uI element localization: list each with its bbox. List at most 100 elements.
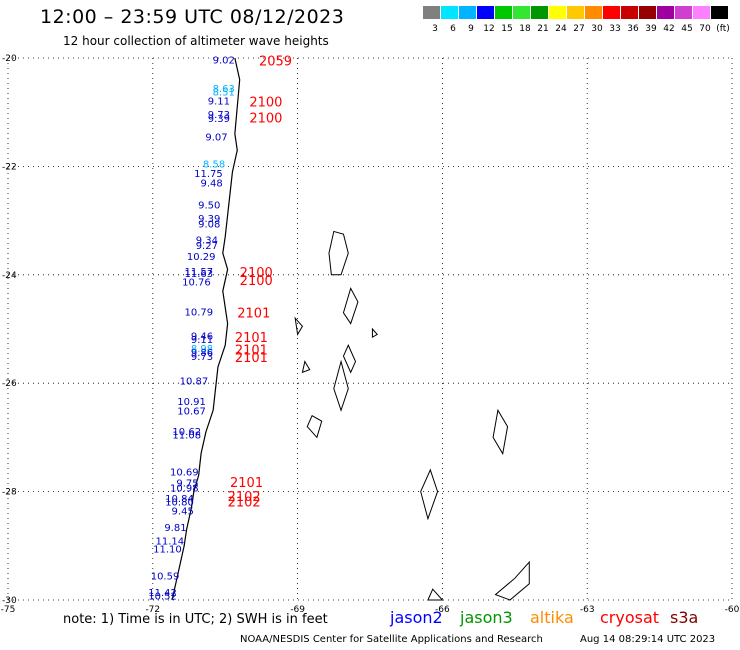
y-tick-label: -26 — [2, 379, 17, 389]
salt-flat-outline — [492, 408, 509, 456]
swh-label: 8.63 — [213, 84, 235, 95]
salt-flat-outline — [494, 560, 530, 601]
satellite-jason2: jason2 — [390, 608, 443, 627]
swh-label: 8.58 — [203, 160, 225, 171]
swh-label: 11.57 — [184, 267, 213, 278]
salt-flat-outline — [306, 415, 323, 439]
legend-swatch — [657, 6, 674, 19]
legend-swatch — [603, 6, 620, 19]
legend-label: 33 — [609, 24, 621, 34]
time-label: 2102 — [228, 495, 261, 510]
swh-label: 10.80 — [165, 497, 194, 508]
legend-swatch — [567, 6, 584, 19]
x-tick-label: -60 — [725, 605, 740, 615]
x-tick-label: -63 — [580, 605, 595, 615]
swh-label: 9.50 — [198, 200, 220, 211]
swh-label: 8.51 — [213, 88, 235, 99]
legend-label: 30 — [591, 24, 603, 34]
legend-label: 27 — [573, 24, 585, 34]
time-label: 2101 — [235, 351, 268, 366]
generated-timestamp: Aug 14 08:29:14 UTC 2023 — [580, 634, 716, 645]
swh-label: 9.86 — [191, 348, 213, 359]
swh-label: 9.48 — [201, 179, 223, 190]
swh-label: 10.62 — [172, 427, 201, 438]
y-tick-label: -20 — [2, 54, 17, 64]
legend-label: 9 — [468, 24, 474, 34]
swh-label: 8.98 — [191, 344, 213, 355]
legend-label: 45 — [681, 24, 693, 34]
swh-label: 10.87 — [180, 376, 209, 387]
swh-label: 9.08 — [198, 219, 220, 230]
time-label: 2100 — [240, 266, 273, 281]
legend-swatch — [441, 6, 458, 19]
x-tick-label: -69 — [290, 605, 305, 615]
legend-swatch — [513, 6, 530, 19]
legend-swatch — [639, 6, 656, 19]
swh-label: 9.07 — [205, 133, 227, 144]
time-label: 2100 — [249, 95, 282, 110]
time-label: 2101 — [235, 331, 268, 346]
map-subtitle: 12 hour collection of altimeter wave hei… — [63, 34, 329, 48]
legend-swatch — [585, 6, 602, 19]
swh-label: 10.69 — [170, 468, 199, 479]
swh-label: 10.29 — [187, 252, 216, 263]
swh-label: 9.73 — [208, 110, 230, 121]
y-tick-label: -24 — [2, 271, 17, 281]
salt-flat-outline — [342, 287, 359, 325]
swh-label: 9.45 — [172, 507, 194, 518]
swh-label: 9.11 — [208, 96, 230, 107]
time-label: 2102 — [228, 490, 261, 505]
time-label: 2101 — [235, 344, 268, 359]
swh-label: 9.75 — [176, 478, 198, 489]
credit-text: NOAA/NESDIS Center for Satellite Applica… — [240, 634, 543, 645]
satellite-altika: altika — [530, 608, 574, 627]
satellite-s3a: s3a — [670, 608, 699, 627]
salt-flat-outline — [333, 359, 349, 412]
y-tick-label: -30 — [2, 596, 17, 606]
swh-label: 11.63 — [184, 269, 213, 280]
x-tick-label: -72 — [145, 605, 160, 615]
swh-label: 9.27 — [196, 241, 218, 252]
swh-label: 11.08 — [172, 431, 201, 442]
legend-label: 24 — [555, 24, 567, 34]
salt-flat-outline — [328, 230, 349, 276]
time-label: 2059 — [259, 55, 292, 70]
swh-label: 9.39 — [208, 114, 230, 125]
legend-swatch — [621, 6, 638, 19]
swh-label: 10.91 — [177, 397, 206, 408]
swh-label: 9.46 — [191, 332, 213, 343]
swh-label: 10.52 — [148, 592, 177, 603]
time-label: 2100 — [249, 112, 282, 127]
satellite-jason3: jason3 — [460, 608, 513, 627]
legend-label: 39 — [645, 24, 657, 34]
legend-swatch — [531, 6, 548, 19]
legend-label: 6 — [450, 24, 456, 34]
legend-swatch — [423, 6, 440, 19]
legend-swatch — [711, 6, 728, 19]
legend-swatch — [459, 6, 476, 19]
salt-flat-outline — [371, 327, 379, 338]
y-tick-label: -22 — [2, 162, 17, 172]
coastline — [171, 57, 241, 601]
salt-flat-outline — [294, 316, 304, 336]
swh-label: 9.73 — [191, 352, 213, 363]
swh-label: 10.98 — [170, 483, 199, 494]
swh-label: 10.79 — [184, 308, 213, 319]
footer-note: note: 1) Time is in UTC; 2) SWH is in fe… — [63, 612, 328, 627]
legend-label: 3 — [432, 24, 438, 34]
legend-label: 12 — [483, 24, 495, 34]
salt-flat-outline — [301, 360, 311, 374]
legend-label: 42 — [663, 24, 675, 34]
x-tick-label: -66 — [435, 605, 450, 615]
swh-label: 10.67 — [177, 406, 206, 417]
y-tick-label: -28 — [2, 488, 17, 498]
legend-swatch — [549, 6, 566, 19]
time-label: 2100 — [240, 274, 273, 289]
legend-label: 18 — [519, 24, 531, 34]
swh-label: 9.34 — [196, 236, 218, 247]
swh-label: 11.14 — [156, 536, 185, 547]
swh-label: 10.84 — [165, 494, 194, 505]
salt-flat-outline — [420, 468, 439, 521]
map-title: 12:00 – 23:59 UTC 08/12/2023 — [40, 6, 345, 28]
